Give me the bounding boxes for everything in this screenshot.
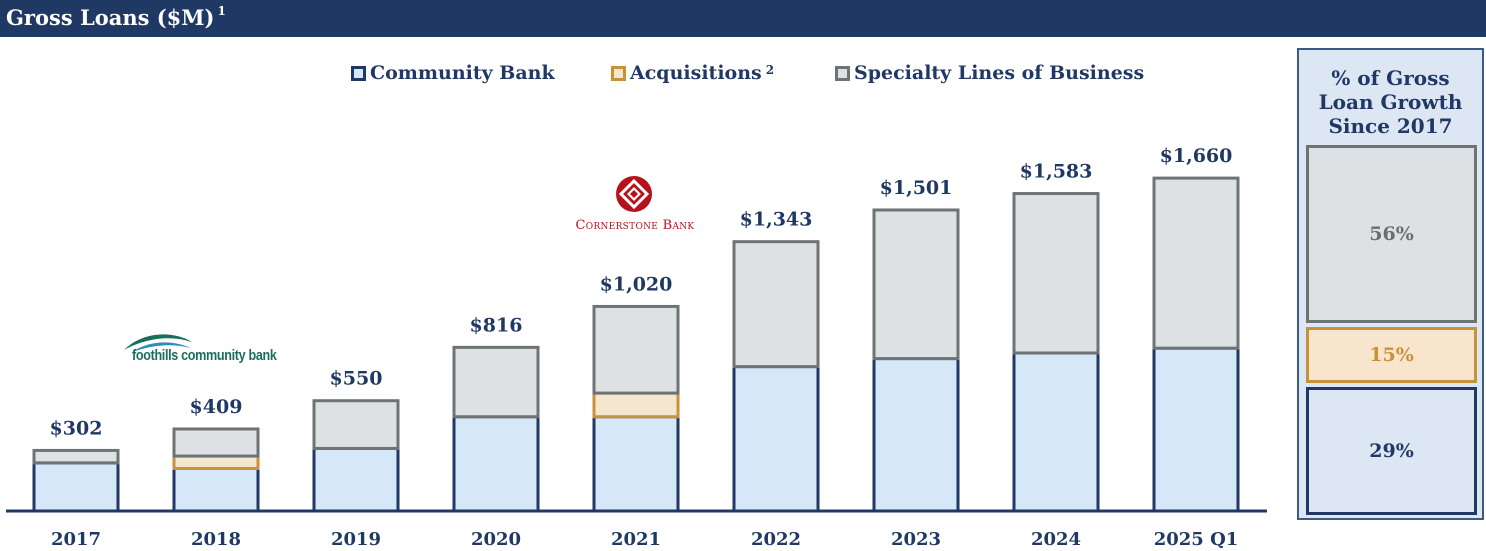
foothills-swoosh-icon: [124, 334, 192, 352]
x-axis-tick-label: 2024: [1031, 529, 1081, 550]
bar-segment-specialty: [1152, 176, 1240, 350]
x-axis-tick-label: 2021: [611, 529, 661, 550]
bar-segment-specialty: [172, 427, 260, 458]
foothills-logo: foothills community bank: [118, 330, 288, 370]
legend-label-acquisitions: Acquisitions: [630, 62, 762, 84]
bar-total-label: $550: [330, 368, 383, 390]
cornerstone-logo-text: Cornerstone Bank: [575, 218, 695, 233]
legend-item-specialty: Specialty Lines of Business: [835, 62, 1144, 84]
bar-segment-community-bank: [872, 357, 960, 513]
legend-swatch-specialty: [835, 65, 850, 81]
legend-item-acquisitions: Acquisitions 2: [611, 62, 774, 84]
bar-total-label: $302: [50, 417, 103, 439]
chart-legend: Community Bank Acquisitions 2 Specialty L…: [0, 62, 1486, 88]
bar-total-label: $1,501: [880, 177, 953, 199]
bar-total-label: $1,343: [740, 209, 813, 231]
title-footnote: 1: [217, 4, 226, 18]
growth-share-title: % of Gross Loan Growth Since 2017: [1299, 66, 1482, 138]
bar-segment-community-bank: [592, 415, 680, 513]
bar-segment-community-bank: [732, 365, 820, 513]
bar-total-label: $1,660: [1160, 145, 1233, 167]
page-title-text: Gross Loans ($M): [6, 5, 215, 30]
bar-total-label: $409: [190, 396, 243, 418]
gross-loans-chart: $302 2017 $409 2018 $550 2019 $816 2020 $1,020 20…: [6, 145, 1267, 550]
bar-segment-specialty: [452, 345, 540, 419]
x-axis-tick-label: 2022: [751, 529, 801, 550]
bar-total-label: $816: [470, 314, 523, 336]
bar-total-label: $1,583: [1020, 161, 1093, 183]
x-axis-tick-label: 2023: [891, 529, 941, 550]
cornerstone-logo: Cornerstone Bank: [552, 172, 718, 238]
bar-segment-community-bank: [452, 415, 540, 513]
bar-total-label: $1,020: [600, 273, 673, 295]
growth-share-title-line-1: % of Gross: [1331, 66, 1450, 90]
page-title: Gross Loans ($M) 1: [6, 4, 226, 30]
cornerstone-emblem-icon: [616, 176, 652, 212]
growth-share-community: 29%: [1306, 387, 1477, 515]
x-axis-tick-label: 2019: [331, 529, 381, 550]
legend-footnote-acquisitions: 2: [765, 63, 775, 77]
legend-swatch-community-bank: [351, 65, 366, 81]
legend-label-community-bank: Community Bank: [370, 62, 555, 84]
bar-segment-acquisitions: [172, 454, 260, 470]
x-axis-tick-label: 2018: [191, 529, 241, 550]
legend-item-community-bank: Community Bank: [351, 62, 555, 84]
bar-segment-specialty: [1012, 192, 1100, 355]
growth-share-acquisitions: 15%: [1306, 327, 1477, 383]
growth-share-community-value: 29%: [1369, 440, 1414, 462]
legend-label-specialty: Specialty Lines of Business: [854, 62, 1145, 84]
bar-segment-specialty: [872, 208, 960, 361]
growth-share-panel: % of Gross Loan Growth Since 2017 56% 15…: [1297, 48, 1484, 520]
bar-segment-community-bank: [1152, 346, 1240, 513]
bar-segment-community-bank: [32, 461, 120, 513]
growth-share-title-line-3: Since 2017: [1328, 114, 1453, 138]
bar-segment-specialty: [732, 240, 820, 369]
bar-segment-community-bank: [1012, 351, 1100, 513]
bar-segment-community-bank: [312, 446, 400, 513]
growth-share-title-line-2: Loan Growth: [1318, 90, 1463, 114]
bar-segment-acquisitions: [592, 391, 680, 419]
growth-share-specialty-value: 56%: [1369, 223, 1414, 245]
bar-segment-specialty: [592, 304, 680, 395]
growth-share-acquisitions-value: 15%: [1369, 344, 1414, 366]
bar-segment-community-bank: [172, 466, 260, 513]
x-axis-tick-label: 2017: [51, 529, 101, 550]
growth-share-specialty: 56%: [1306, 145, 1477, 323]
legend-swatch-acquisitions: [611, 65, 626, 81]
x-axis-tick-label: 2025 Q1: [1154, 529, 1239, 550]
bar-segment-specialty: [32, 448, 120, 465]
bar-segment-specialty: [312, 399, 400, 450]
header-bar: Gross Loans ($M) 1: [0, 0, 1486, 37]
foothills-logo-text: foothills community bank: [132, 347, 277, 364]
x-axis-tick-label: 2020: [471, 529, 521, 550]
